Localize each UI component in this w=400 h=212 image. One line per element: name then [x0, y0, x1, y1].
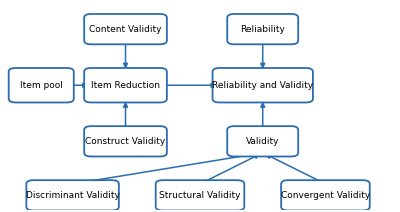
Text: Discriminant Validity: Discriminant Validity	[26, 191, 120, 200]
FancyBboxPatch shape	[26, 180, 119, 211]
FancyBboxPatch shape	[281, 180, 370, 211]
Text: Reliability: Reliability	[240, 25, 285, 34]
FancyBboxPatch shape	[84, 126, 167, 156]
Text: Reliability and Validity: Reliability and Validity	[212, 81, 313, 90]
FancyBboxPatch shape	[212, 68, 313, 102]
FancyBboxPatch shape	[227, 14, 298, 44]
FancyBboxPatch shape	[84, 68, 167, 102]
Text: Item Reduction: Item Reduction	[91, 81, 160, 90]
Text: Convergent Validity: Convergent Validity	[281, 191, 370, 200]
Text: Item pool: Item pool	[20, 81, 63, 90]
Text: Validity: Validity	[246, 137, 280, 146]
FancyBboxPatch shape	[227, 126, 298, 156]
Text: Construct Validity: Construct Validity	[85, 137, 166, 146]
Text: Structural Validity: Structural Validity	[159, 191, 241, 200]
FancyBboxPatch shape	[9, 68, 74, 102]
FancyBboxPatch shape	[84, 14, 167, 44]
FancyBboxPatch shape	[156, 180, 244, 211]
Text: Content Validity: Content Validity	[89, 25, 162, 34]
